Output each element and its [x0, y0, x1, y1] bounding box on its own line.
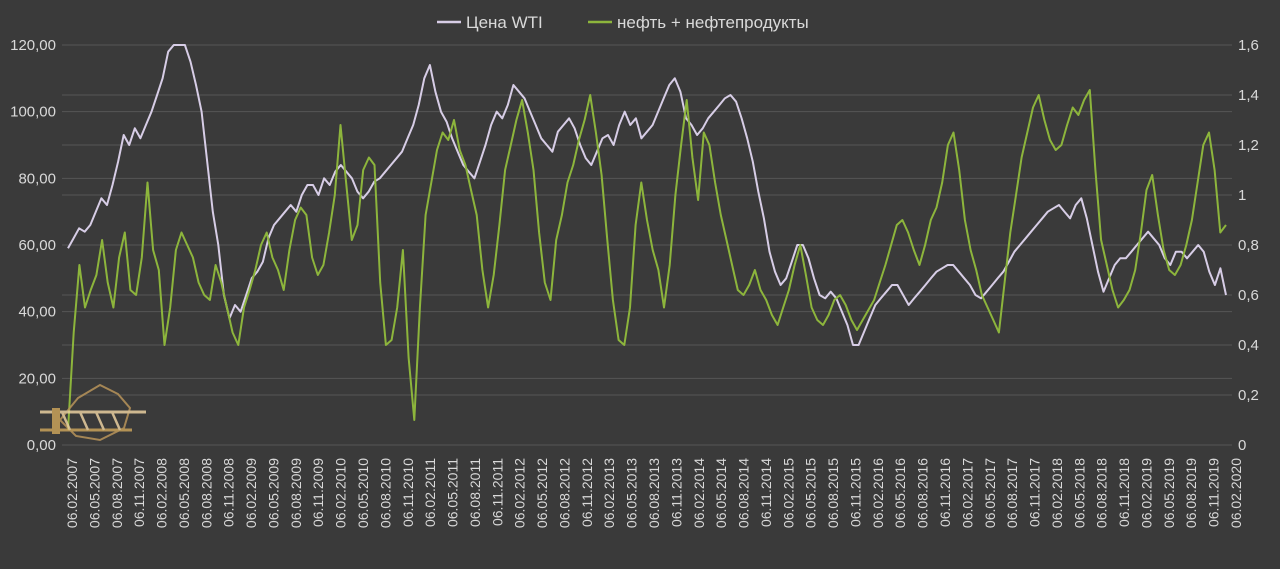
y-left-tick-label: 20,00 — [18, 370, 56, 387]
x-tick-label: 06.08.2018 — [1094, 458, 1110, 528]
y-left-tick-label: 0,00 — [27, 437, 56, 454]
y-right-tick-label: 1,4 — [1238, 87, 1259, 104]
x-tick-label: 06.08.2007 — [109, 458, 125, 528]
x-tick-label: 06.08.2019 — [1183, 458, 1199, 528]
x-tick-label: 06.11.2011 — [489, 458, 505, 526]
x-tick-label: 06.11.2007 — [131, 458, 147, 527]
series-lines — [67, 44, 1227, 431]
x-tick-label: 06.11.2014 — [758, 458, 774, 527]
x-tick-label: 06.08.2012 — [556, 458, 572, 528]
series-line-wti — [67, 44, 1227, 346]
x-tick-label: 06.02.2014 — [691, 458, 707, 528]
legend: Цена WTI нефть + нефтепродукты — [437, 13, 809, 32]
x-tick-label: 06.11.2009 — [310, 458, 326, 527]
x-tick-label: 06.05.2019 — [1161, 458, 1177, 528]
x-tick-label: 06.08.2015 — [825, 458, 841, 528]
y-right-tick-label: 0,2 — [1238, 387, 1259, 404]
y-right-tick-label: 0 — [1238, 437, 1246, 454]
x-tick-label: 06.08.2017 — [1004, 458, 1020, 528]
x-tick-label: 06.05.2015 — [803, 458, 819, 528]
y-left-tick-label: 40,00 — [18, 304, 56, 321]
x-tick-label: 06.05.2010 — [355, 458, 371, 528]
y-right-tick-label: 0,4 — [1238, 337, 1259, 354]
y-left-tick-label: 100,00 — [10, 104, 56, 121]
x-tick-label: 06.02.2017 — [959, 458, 975, 528]
x-tick-label: 06.02.2010 — [333, 458, 349, 528]
x-tick-label: 06.02.2020 — [1228, 458, 1244, 528]
x-tick-label: 06.08.2013 — [646, 458, 662, 528]
watermark-logo-icon — [40, 383, 146, 442]
x-axis: 06.02.2007 06.05.2007 06.08.2007 06.11.2007… — [64, 458, 1244, 528]
y-left-tick-label: 60,00 — [18, 237, 56, 254]
x-tick-label: 06.02.2013 — [601, 458, 617, 528]
x-tick-label: 06.02.2009 — [243, 458, 259, 528]
x-tick-label: 06.11.2013 — [668, 458, 684, 527]
x-tick-label: 06.05.2013 — [624, 458, 640, 528]
x-tick-label: 06.05.2014 — [713, 458, 729, 528]
x-tick-label: 06.05.2008 — [176, 458, 192, 528]
y-right-tick-label: 1 — [1238, 187, 1246, 204]
x-tick-label: 06.11.2018 — [1116, 458, 1132, 527]
x-tick-label: 06.02.2015 — [780, 458, 796, 528]
y-right-tick-label: 0,8 — [1238, 237, 1259, 254]
x-tick-label: 06.08.2008 — [198, 458, 214, 528]
x-tick-label: 06.02.2008 — [154, 458, 170, 528]
x-tick-label: 06.11.2010 — [400, 458, 416, 527]
series-line-oil — [67, 89, 1227, 431]
x-tick-label: 06.02.2018 — [1049, 458, 1065, 528]
legend-label-wti: Цена WTI — [466, 13, 543, 32]
x-tick-label: 06.02.2019 — [1138, 458, 1154, 528]
x-tick-label: 06.02.2007 — [64, 458, 80, 528]
x-tick-label: 06.11.2019 — [1206, 458, 1222, 527]
x-tick-label: 06.05.2016 — [892, 458, 908, 528]
y-right-tick-label: 0,6 — [1238, 287, 1259, 304]
legend-label-oil: нефть + нефтепродукты — [617, 13, 809, 32]
x-tick-label: 06.02.2011 — [422, 458, 438, 527]
x-tick-label: 06.11.2008 — [221, 458, 237, 527]
y-axis-left: 0,00 20,00 40,00 60,00 80,00 100,00 120,00 — [10, 37, 56, 454]
x-tick-label: 06.11.2017 — [1027, 458, 1043, 527]
gridlines — [62, 44, 1232, 446]
x-tick-label: 06.08.2014 — [736, 458, 752, 528]
x-tick-label: 06.11.2016 — [937, 458, 953, 527]
y-left-tick-label: 120,00 — [10, 37, 56, 54]
y-right-tick-label: 1,2 — [1238, 137, 1259, 154]
y-axis-right: 0 0,2 0,4 0,6 0,8 1 1,2 1,4 1,6 — [1238, 37, 1259, 454]
x-tick-label: 06.08.2016 — [915, 458, 931, 528]
x-tick-label: 06.02.2012 — [512, 458, 528, 528]
x-tick-label: 06.05.2009 — [265, 458, 281, 528]
x-tick-label: 06.05.2018 — [1071, 458, 1087, 528]
x-tick-label: 06.08.2010 — [377, 458, 393, 528]
x-tick-label: 06.05.2017 — [982, 458, 998, 528]
y-right-tick-label: 1,6 — [1238, 37, 1259, 54]
x-tick-label: 06.11.2015 — [847, 458, 863, 527]
x-tick-label: 06.05.2012 — [534, 458, 550, 528]
x-tick-label: 06.08.2009 — [288, 458, 304, 528]
x-tick-label: 06.11.2012 — [579, 458, 595, 527]
x-tick-label: 06.08.2011 — [467, 458, 483, 527]
x-tick-label: 06.05.2007 — [86, 458, 102, 528]
x-tick-label: 06.02.2016 — [870, 458, 886, 528]
x-tick-label: 06.05.2011 — [445, 458, 461, 527]
y-left-tick-label: 80,00 — [18, 170, 56, 187]
